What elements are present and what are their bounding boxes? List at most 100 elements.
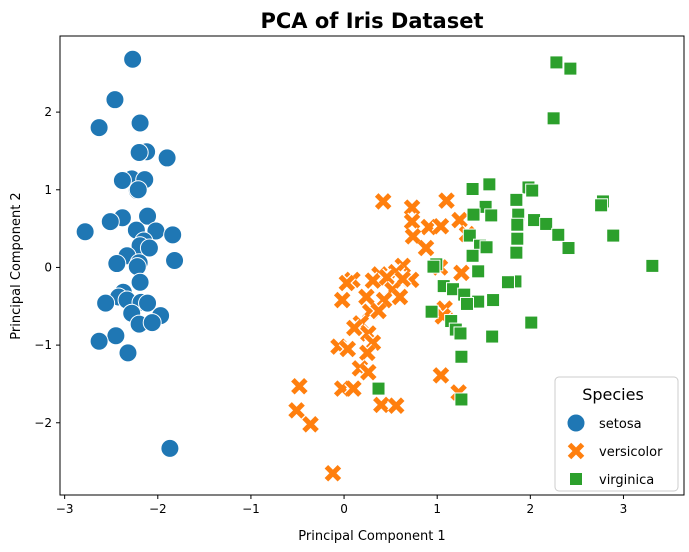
data-point-virginica: [549, 55, 564, 70]
data-point-versicolor: [345, 318, 364, 338]
y-tick-label: 1: [44, 183, 52, 197]
data-point-versicolor: [374, 192, 393, 211]
y-tick-label: 0: [44, 260, 52, 274]
data-point-setosa: [138, 206, 158, 226]
chart-title: PCA of Iris Dataset: [260, 9, 483, 33]
data-point-versicolor: [372, 395, 391, 415]
data-point-versicolor: [387, 396, 406, 415]
data-point-virginica: [561, 241, 576, 256]
data-point-setosa: [89, 331, 109, 351]
data-point-virginica: [484, 208, 499, 223]
data-point-virginica: [594, 198, 609, 213]
data-point-versicolor: [403, 227, 423, 246]
data-point-setosa: [129, 142, 149, 162]
y-tick-label: −1: [34, 338, 52, 352]
data-point-virginica: [453, 326, 468, 341]
plot-frame: [59, 35, 685, 496]
legend-label-setosa: setosa: [599, 417, 642, 432]
x-tick-label: 3: [620, 502, 628, 516]
data-point-setosa: [165, 250, 185, 270]
data-point-virginica: [606, 228, 621, 243]
data-point-versicolor: [359, 363, 378, 382]
data-point-setosa: [106, 326, 126, 346]
data-point-versicolor: [369, 301, 388, 321]
data-point-setosa: [96, 293, 116, 313]
data-point-virginica: [426, 259, 441, 274]
y-tick-label: −2: [34, 416, 52, 430]
data-point-setosa: [89, 118, 109, 138]
data-point-virginica: [424, 304, 439, 319]
x-tick-label: 0: [340, 502, 348, 516]
data-point-virginica: [546, 111, 561, 126]
data-point-versicolor: [301, 415, 320, 434]
data-point-virginica: [471, 264, 486, 279]
data-point-versicolor: [333, 290, 352, 310]
data-point-setosa: [128, 180, 148, 200]
data-points: [75, 49, 660, 483]
x-axis-label: Principal Component 1: [298, 529, 445, 544]
data-point-versicolor: [290, 377, 309, 396]
data-point-virginica: [563, 61, 578, 76]
data-point-virginica: [371, 381, 386, 396]
data-point-versicolor: [416, 238, 436, 258]
data-point-virginica: [479, 240, 494, 255]
data-point-setosa: [123, 49, 143, 69]
x-tick-label: −3: [56, 502, 74, 516]
data-point-versicolor: [287, 401, 306, 420]
data-point-versicolor: [431, 217, 451, 236]
x-tick-label: −1: [242, 502, 260, 516]
data-point-versicolor: [437, 191, 456, 210]
data-point-virginica: [525, 183, 540, 198]
data-point-setosa: [157, 148, 177, 168]
legend-items: setosa versicolor virginica: [566, 413, 663, 488]
data-point-virginica: [459, 296, 474, 311]
data-point-setosa: [163, 225, 183, 245]
data-point-virginica: [645, 258, 660, 273]
data-point-versicolor: [344, 379, 363, 398]
data-point-versicolor: [450, 210, 469, 230]
data-point-virginica: [510, 217, 525, 232]
data-point-virginica: [500, 275, 515, 290]
data-point-virginica: [509, 192, 524, 207]
data-point-setosa: [100, 212, 120, 232]
data-point-setosa: [138, 293, 158, 313]
data-point-virginica: [551, 227, 566, 242]
data-point-versicolor: [390, 287, 410, 307]
data-point-setosa: [130, 113, 150, 133]
data-point-virginica: [482, 177, 497, 192]
data-point-virginica: [527, 213, 542, 228]
data-point-versicolor: [357, 287, 376, 307]
data-point-virginica: [510, 231, 525, 246]
data-point-virginica: [486, 293, 501, 308]
data-point-virginica: [465, 182, 480, 196]
data-point-virginica: [454, 392, 469, 407]
data-point-setosa: [142, 313, 162, 333]
data-point-virginica: [509, 245, 524, 260]
axis-ticks: −3 −2 −1 0 1 2 3 −2 −1 0 1 2: [34, 105, 627, 516]
data-point-virginica: [454, 349, 469, 364]
data-point-setosa: [75, 222, 95, 242]
data-point-versicolor: [452, 263, 471, 283]
x-tick-label: −2: [149, 502, 167, 516]
legend-box: [554, 376, 679, 492]
data-point-setosa: [130, 272, 150, 292]
data-point-versicolor: [358, 343, 377, 363]
data-point-versicolor: [323, 464, 343, 483]
data-point-versicolor: [338, 339, 357, 359]
x-tick-label: 2: [527, 502, 535, 516]
legend-title: Species: [582, 385, 644, 404]
legend: Species setosa versicolor virginica: [554, 376, 679, 492]
data-point-versicolor: [363, 271, 383, 290]
y-tick-label: 2: [44, 105, 52, 119]
data-point-setosa: [112, 170, 132, 190]
x-tick-label: 1: [433, 502, 441, 516]
data-point-setosa: [139, 238, 159, 258]
data-point-versicolor: [337, 273, 357, 293]
data-point-virginica: [466, 207, 481, 222]
data-point-setosa: [105, 90, 125, 110]
data-point-setosa: [107, 254, 127, 274]
legend-label-virginica: virginica: [599, 473, 654, 488]
data-point-virginica: [465, 248, 480, 263]
data-point-versicolor: [431, 366, 451, 385]
